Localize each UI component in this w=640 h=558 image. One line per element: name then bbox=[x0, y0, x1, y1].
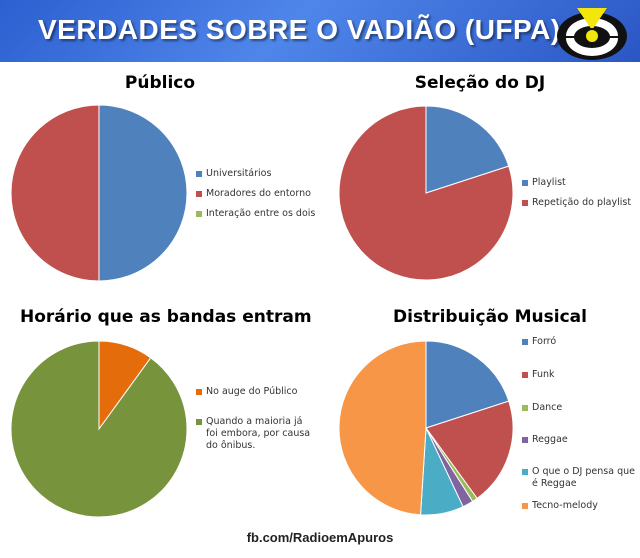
legend-swatch bbox=[522, 405, 528, 411]
legend-swatch bbox=[522, 180, 528, 186]
header-banner: VERDADES SOBRE O VADIÃO (UFPA) bbox=[0, 0, 640, 62]
pie-chart bbox=[338, 340, 514, 516]
legend-item: Reggae bbox=[522, 434, 568, 446]
legend-item: Quando a maioria já foi embora, por caus… bbox=[196, 416, 314, 452]
legend-label: Dance bbox=[532, 402, 563, 413]
legend-item: Tecno-melody bbox=[522, 500, 598, 512]
legend-label: Reggae bbox=[532, 434, 568, 445]
legend-item: Interação entre os dois bbox=[196, 208, 315, 220]
legend-label: Funk bbox=[532, 369, 555, 380]
legend-label: Quando a maioria já foi embora, por caus… bbox=[206, 416, 311, 451]
pie-slice-5 bbox=[338, 340, 427, 516]
legend-item: No auge do Público bbox=[196, 386, 297, 398]
legend-swatch bbox=[522, 339, 528, 345]
legend-item: Universitários bbox=[196, 168, 271, 180]
legend-swatch bbox=[522, 200, 528, 206]
pie-chart bbox=[10, 104, 188, 282]
pie-slice-0 bbox=[425, 340, 510, 429]
page-title: VERDADES SOBRE O VADIÃO (UFPA) bbox=[38, 14, 561, 45]
legend-label: O que o DJ pensa que é Reggae bbox=[532, 466, 635, 489]
pie-slice-1 bbox=[10, 104, 100, 282]
legend-label: Repetição do playlist bbox=[532, 197, 632, 208]
legend-swatch bbox=[522, 469, 528, 475]
legend-item: O que o DJ pensa que é Reggae bbox=[522, 466, 638, 490]
legend-item: Forró bbox=[522, 336, 556, 348]
legend-swatch bbox=[196, 419, 202, 425]
legend-item: Dance bbox=[522, 402, 562, 414]
legend-swatch bbox=[196, 171, 202, 177]
legend-item: Repetição do playlist bbox=[522, 197, 631, 209]
legend-item: Playlist bbox=[522, 177, 566, 189]
footer-link: fb.com/RadioemApuros bbox=[246, 530, 394, 545]
pie-slice-1 bbox=[425, 400, 514, 500]
legend-label: No auge do Público bbox=[206, 386, 298, 397]
legend-label: Tecno-melody bbox=[532, 500, 598, 511]
legend-item: Funk bbox=[522, 369, 555, 381]
pie-chart bbox=[10, 340, 188, 518]
chart-title: Horário que as bandas entram bbox=[20, 307, 312, 327]
legend-label: Universitários bbox=[206, 168, 272, 179]
chart-title: Distribuição Musical bbox=[393, 307, 587, 327]
pie-slice-1 bbox=[10, 340, 188, 518]
legend-swatch bbox=[522, 503, 528, 509]
legend-label: Moradores do entorno bbox=[206, 188, 311, 199]
legend-swatch bbox=[196, 389, 202, 395]
pie-slice-0 bbox=[98, 104, 188, 282]
radio-logo-icon bbox=[557, 8, 627, 60]
legend-label: Forró bbox=[532, 336, 557, 347]
legend-label: Interação entre os dois bbox=[206, 208, 316, 219]
legend-swatch bbox=[522, 372, 528, 378]
legend-swatch bbox=[196, 191, 202, 197]
legend-label: Playlist bbox=[532, 177, 566, 188]
chart-title: Seleção do DJ bbox=[414, 73, 546, 93]
legend-swatch bbox=[522, 437, 528, 443]
legend-item: Moradores do entorno bbox=[196, 188, 311, 200]
pie-slice-0 bbox=[425, 105, 510, 194]
legend-swatch bbox=[196, 211, 202, 217]
pie-slice-1 bbox=[338, 105, 514, 281]
chart-title: Público bbox=[124, 73, 196, 93]
pie-chart bbox=[338, 105, 514, 281]
